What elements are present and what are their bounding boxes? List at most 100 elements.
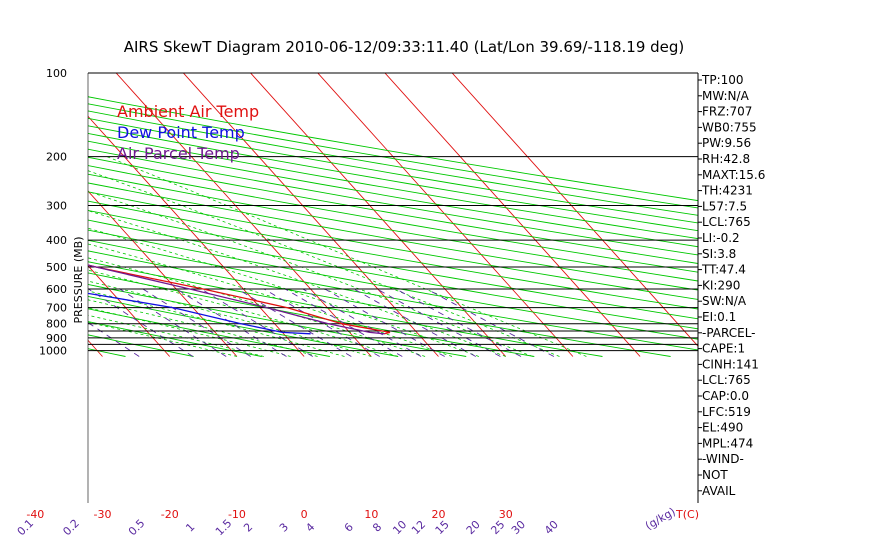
index-label: AVAIL [702, 484, 736, 498]
mixing-ratio-line [376, 288, 501, 357]
dry-adiabat-line [88, 210, 698, 320]
mixing-ratio-line [201, 288, 314, 357]
y-axis-label: PRESSURE (MB) [72, 237, 85, 324]
mixing-ratio-line [284, 288, 403, 357]
pressure-tick-label: 700 [46, 302, 67, 315]
isotherm-line [317, 73, 574, 357]
mixing-ratio-label: 0.5 [126, 517, 148, 539]
bottom-axis-unit: T(C) [675, 508, 699, 521]
moist-adiabat-line [88, 280, 372, 357]
dry-adiabat-line [88, 96, 698, 202]
index-label: -PARCEL- [702, 326, 756, 340]
index-label: MW:N/A [702, 89, 750, 103]
moist-adiabat-line [88, 299, 318, 357]
pressure-tick-label: 400 [46, 234, 67, 247]
isobars [87, 72, 699, 503]
index-label: RH:42.8 [702, 152, 750, 166]
mixing-ratio-line [119, 288, 227, 357]
index-label: WB0:755 [702, 120, 757, 134]
dry-adiabat-line [88, 261, 603, 357]
index-label: LCL:765 [702, 215, 751, 229]
pressure-tick-label: 300 [46, 199, 67, 212]
index-label: L57:7.5 [702, 199, 747, 213]
mixing-ratio-labels: 0.1 0.2 0.5 1 1.5 2 3 4 6 8 10 12 15 20 25 30 40 (g/kg) [15, 505, 678, 538]
dry-adiabat-line [88, 250, 671, 357]
profile-line-1 [88, 264, 391, 335]
moist-adiabat-line [106, 156, 587, 357]
index-label: CINH:141 [702, 357, 759, 371]
mixing-ratio-line [237, 288, 352, 357]
dry-adiabat-line [88, 200, 698, 310]
legend-entry: Dew Point Temp [117, 123, 245, 142]
index-label: KI:290 [702, 278, 740, 292]
dry-adiabat-line [88, 165, 698, 273]
profile-line-2 [88, 292, 311, 335]
bottom-temp-tick-label: -30 [94, 508, 112, 521]
legend: Ambient Air Temp Dew Point Temp Air Parcel… [117, 102, 259, 163]
dry-adiabat-line [88, 156, 698, 264]
moist-adiabat-line [88, 314, 264, 357]
index-label: CAP:0.0 [702, 389, 749, 403]
pressure-tick-label: 900 [46, 332, 67, 345]
dry-adiabat-line [88, 132, 698, 240]
index-label: -WIND- [702, 452, 744, 466]
mixing-ratio-label: 4 [303, 520, 317, 534]
bottom-temp-tick-label: -40 [26, 508, 44, 521]
index-label: LCL:765 [702, 373, 751, 387]
bottom-temp-tick-label: 20 [432, 508, 446, 521]
index-label: MPL:474 [702, 436, 753, 450]
mixing-ratio-line [88, 288, 194, 357]
isotherm-line [0, 67, 35, 357]
pressure-tick-label: 1000 [39, 345, 67, 358]
dry-adiabat-line [88, 173, 698, 282]
index-label: TT:47.4 [701, 263, 746, 277]
mixing-ratio-label: 12 [409, 518, 428, 537]
legend-entry: Air Parcel Temp [117, 144, 240, 163]
bottom-temp-tick-label: -20 [161, 508, 179, 521]
profiles [88, 264, 391, 335]
profile-line-3 [88, 264, 385, 335]
mixing-ratio-line [88, 322, 140, 357]
dry-adiabat-line [88, 229, 698, 340]
bottom-temp-tick-label: 10 [364, 508, 378, 521]
mixing-ratio-label: 2 [241, 520, 255, 534]
pressure-tick-label: 600 [46, 283, 67, 296]
index-label: SI:3.8 [702, 247, 736, 261]
mixing-ratio-label: 8 [370, 520, 384, 534]
index-label: FRZ:707 [702, 105, 752, 119]
isotherm-line [88, 265, 171, 357]
mixing-ratio-line [324, 288, 445, 357]
dry-adiabat-line [88, 125, 698, 232]
pressure-tick-label: 500 [46, 261, 67, 274]
dry-adiabat-line [88, 308, 330, 357]
dry-adiabat-line [88, 191, 698, 300]
moist-adiabat-line [88, 307, 291, 357]
moist-adiabat-line [88, 227, 480, 357]
bottom-temp-tick-label: -10 [228, 508, 246, 521]
index-label: MAXT:15.6 [702, 168, 765, 182]
moist-adiabat-line [88, 210, 506, 357]
bottom-temp-tick-label: 0 [301, 508, 308, 521]
dry-adiabat-line [88, 295, 399, 357]
legend-entry: Ambient Air Temp [117, 102, 259, 121]
dry-adiabat-line [88, 103, 698, 209]
index-label: LFC:519 [702, 405, 751, 419]
mixing-ratio-line [302, 288, 422, 357]
index-label: EI:0.1 [702, 310, 736, 324]
index-label: SW:N/A [702, 294, 747, 308]
isotherm-line [384, 73, 641, 357]
dry-adiabat-line [88, 117, 698, 224]
dry-adiabat-line [88, 334, 194, 357]
mixing-ratio-label: 10 [390, 518, 409, 537]
index-label: EL:490 [702, 421, 743, 435]
dry-adiabat-line [88, 110, 698, 216]
isotherm-line [182, 73, 439, 357]
index-label: TP:100 [701, 73, 744, 87]
background-lines [0, 67, 698, 357]
pressure-tick-label: 100 [46, 67, 67, 80]
mixing-ratio-line [353, 288, 477, 357]
isotherm-line [88, 115, 305, 357]
mixing-ratio-line [426, 288, 555, 357]
